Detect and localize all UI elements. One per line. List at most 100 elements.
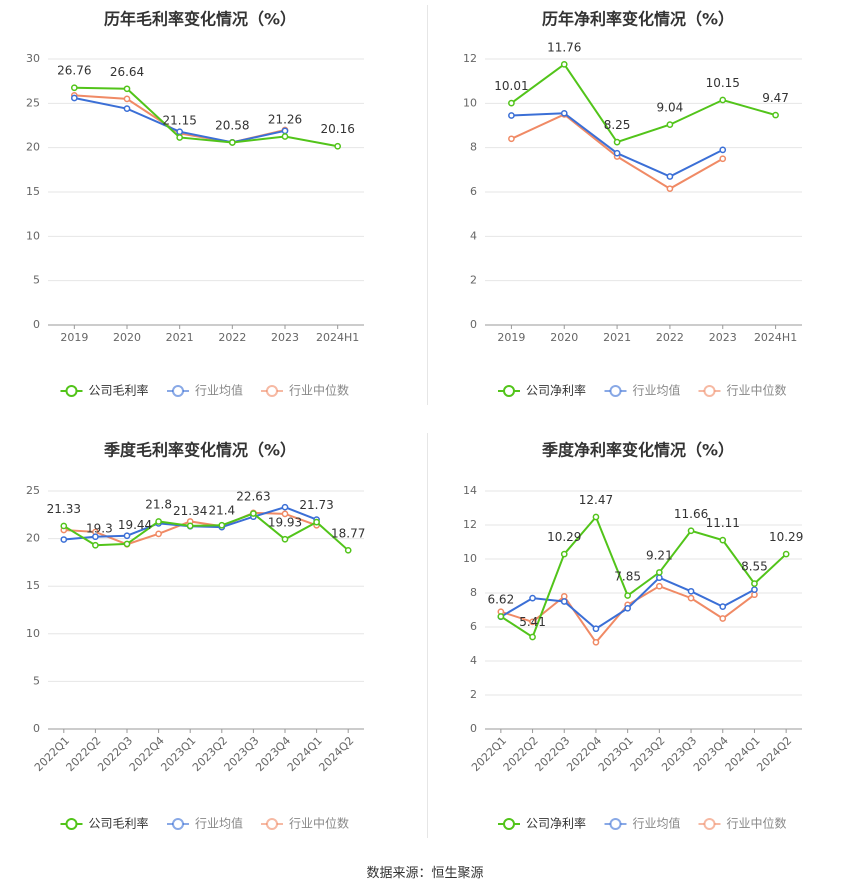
divider-top <box>427 5 428 405</box>
y-tick-label: 8 <box>470 141 477 154</box>
legend-marker-icon <box>266 385 278 397</box>
y-tick-label: 25 <box>26 96 40 109</box>
legend-item[interactable]: 行业均值 <box>604 816 681 831</box>
x-tick-label: 2023 <box>271 331 299 344</box>
y-tick-label: 5 <box>33 674 40 687</box>
data-label: 11.11 <box>706 516 740 530</box>
legend-marker-icon <box>65 385 78 397</box>
legend-item[interactable]: 行业中位数 <box>261 816 349 831</box>
legend-marker-icon <box>503 385 515 397</box>
data-point <box>176 128 184 136</box>
data-point <box>560 550 568 558</box>
data-label: 9.21 <box>646 548 673 562</box>
legend-item[interactable]: 行业中位数 <box>698 816 787 831</box>
x-tick-label: 2024Q2 <box>316 734 356 774</box>
data-point <box>719 146 727 154</box>
data-label: 9.47 <box>762 91 789 105</box>
data-point <box>334 142 342 150</box>
legend-label: 行业均值 <box>633 816 681 831</box>
y-tick-label: 20 <box>26 532 40 545</box>
data-label: 21.15 <box>162 113 196 127</box>
legend-marker-icon <box>65 818 78 830</box>
x-tick-label: 2019 <box>497 331 525 344</box>
data-point <box>719 603 727 610</box>
data-point <box>281 127 289 135</box>
data-point <box>719 155 727 163</box>
data-label: 11.66 <box>674 507 708 521</box>
legend-marker-icon <box>609 385 622 397</box>
data-point <box>782 550 790 558</box>
data-point <box>497 613 505 620</box>
data-point <box>529 618 536 626</box>
data-point <box>624 592 632 599</box>
data-point <box>592 625 600 633</box>
legend-item[interactable]: 行业中位数 <box>698 383 787 398</box>
chart-title: 季度净利率变化情况（%） <box>541 441 734 460</box>
chart-title: 历年净利率变化情况（%） <box>542 10 734 29</box>
data-label: 20.58 <box>215 119 249 133</box>
legend-marker-icon <box>172 818 184 830</box>
data-point <box>624 604 632 612</box>
legend-label: 行业中位数 <box>289 816 349 831</box>
x-tick-label: 2024Q2 <box>754 734 794 774</box>
legend-item[interactable]: 行业均值 <box>167 383 243 398</box>
y-tick-label: 12 <box>463 518 477 531</box>
data-point <box>666 185 674 193</box>
x-tick-label: 2022 <box>656 331 684 344</box>
data-label: 9.04 <box>657 101 684 115</box>
legend-item[interactable]: 公司净利率 <box>498 816 586 831</box>
legend-item[interactable]: 行业中位数 <box>261 383 349 398</box>
legend-item[interactable]: 行业均值 <box>604 383 681 398</box>
data-point <box>186 522 194 530</box>
data-label: 19.3 <box>86 521 113 535</box>
y-tick-label: 30 <box>26 52 40 65</box>
data-point <box>666 121 674 128</box>
chart-2: 历年净利率变化情况（%） 0 2 4 6 8 10 12 2019 2020 2021 2022 202… <box>463 10 802 398</box>
legend-item[interactable]: 公司毛利率 <box>60 383 149 398</box>
legend-marker-icon <box>266 818 278 830</box>
y-tick-label: 12 <box>463 52 477 65</box>
y-tick-label: 14 <box>463 484 477 497</box>
data-point <box>560 60 568 68</box>
data-point <box>60 522 68 530</box>
data-label: 22.63 <box>236 490 270 504</box>
y-tick-label: 4 <box>470 654 477 667</box>
data-point <box>123 532 131 540</box>
data-point <box>687 594 695 602</box>
data-point <box>123 540 131 548</box>
data-point <box>560 109 568 117</box>
x-tick-label: 2024H1 <box>754 331 797 344</box>
data-point <box>123 105 131 113</box>
data-label: 19.93 <box>268 515 302 529</box>
legend-label: 公司毛利率 <box>89 383 149 398</box>
y-tick-label: 4 <box>470 229 477 242</box>
legend-item[interactable]: 行业均值 <box>167 816 243 831</box>
x-tick-label: 2021 <box>603 331 631 344</box>
series-line <box>63 512 349 552</box>
y-tick-label: 2 <box>470 688 477 701</box>
data-point <box>656 574 663 582</box>
y-tick-label: 0 <box>470 722 477 735</box>
data-label: 8.55 <box>741 560 768 574</box>
y-tick-label: 20 <box>26 141 40 154</box>
chart-4: 季度净利率变化情况（%）024681012142022Q12022Q22022Q… <box>463 441 803 831</box>
data-point <box>719 96 727 104</box>
legend-label: 行业均值 <box>195 816 243 831</box>
chart-title: 季度毛利率变化情况（%） <box>103 441 296 460</box>
legend-item[interactable]: 公司毛利率 <box>60 816 149 831</box>
data-label: 11.76 <box>547 40 581 54</box>
legend-label: 公司净利率 <box>526 816 586 831</box>
data-point <box>344 546 352 554</box>
data-point <box>123 95 131 103</box>
series-line <box>500 515 787 639</box>
data-point <box>687 527 695 535</box>
y-tick-label: 0 <box>33 318 40 331</box>
legend-item[interactable]: 公司净利率 <box>498 383 586 398</box>
data-label: 5.41 <box>519 615 546 629</box>
data-point <box>70 94 78 102</box>
legend-label: 行业均值 <box>195 383 243 398</box>
data-point <box>656 569 663 576</box>
data-point <box>687 587 695 595</box>
y-tick-label: 10 <box>463 96 477 109</box>
data-point <box>281 510 289 518</box>
